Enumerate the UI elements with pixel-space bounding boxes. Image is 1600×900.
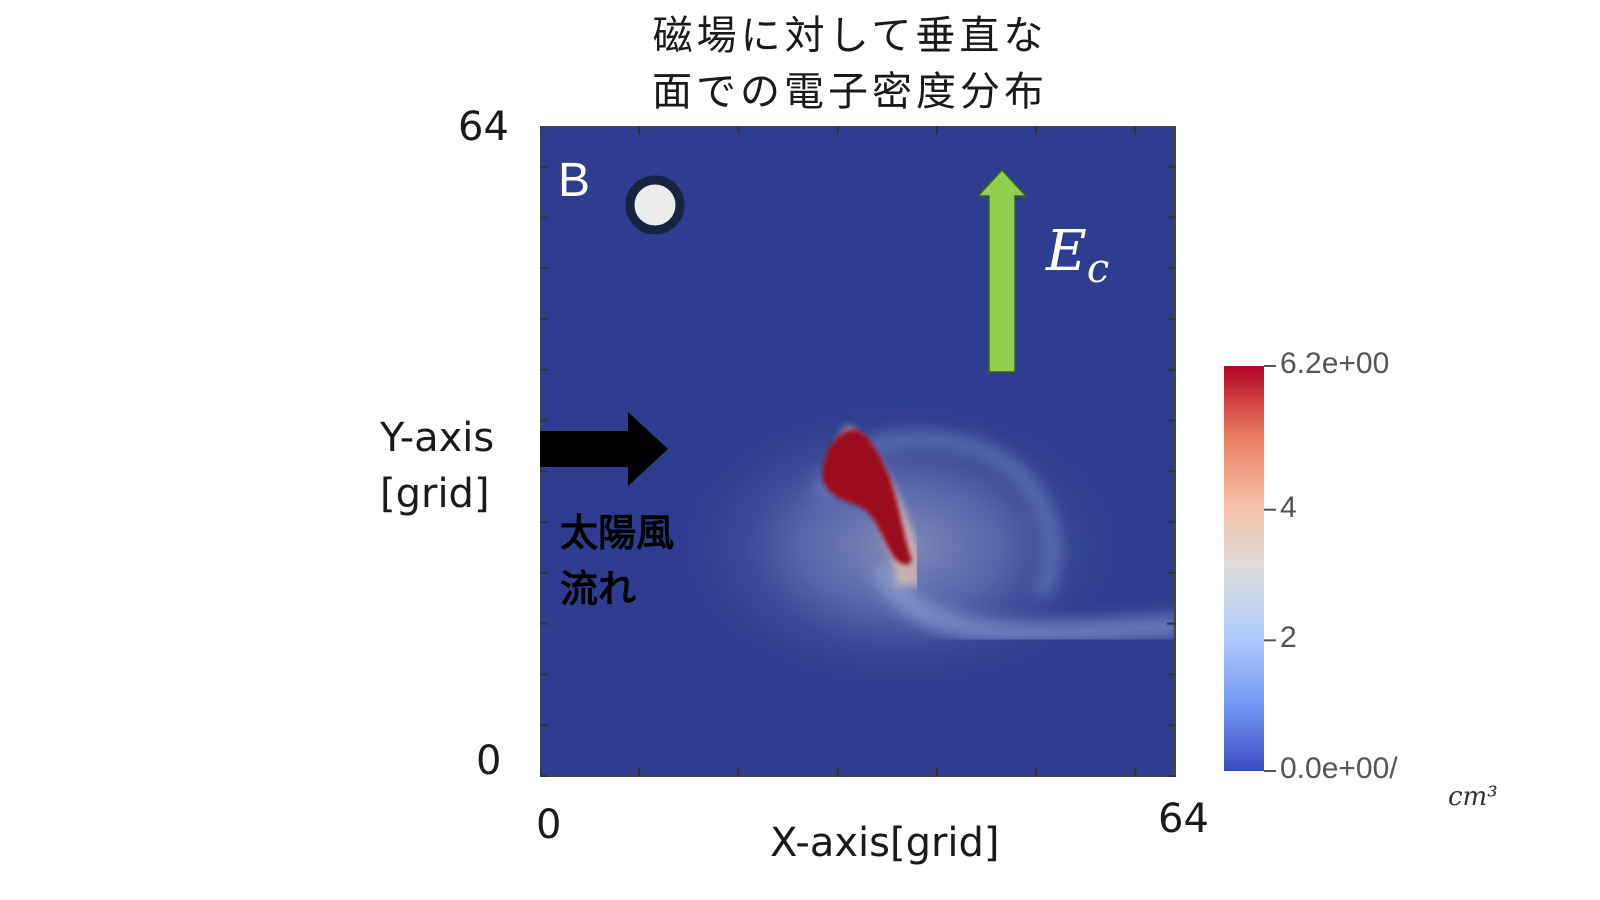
colorbar-ticks xyxy=(1264,365,1276,772)
chart-title-line-2: 面での電子密度分布 xyxy=(652,69,1048,115)
x-tick-label-left: 0 xyxy=(536,802,562,848)
density-core xyxy=(822,429,912,565)
colorbar-unit: cm³ xyxy=(1448,782,1498,812)
solar-wind-arrow-icon xyxy=(540,412,668,486)
electric-field-subscript: c xyxy=(1087,246,1109,292)
density-tail xyxy=(870,560,1175,644)
electric-field-symbol: E xyxy=(1045,219,1087,284)
solar-wind-label-line-2: 流れ xyxy=(560,567,637,611)
y-axis-label: Y-axis [grid] xyxy=(380,410,494,522)
y-tick-label-bottom: 0 xyxy=(476,738,502,784)
solar-wind-label: 太陽風 流れ xyxy=(560,505,674,617)
b-field-out-of-plane-icon xyxy=(625,175,685,235)
y-axis-label-line-2: [grid] xyxy=(380,471,490,517)
electric-field-arrow-icon xyxy=(976,168,1028,373)
colorbar-tick-label: 0.0e+00/ xyxy=(1280,752,1398,785)
density-field xyxy=(670,396,1175,696)
colorbar-scale xyxy=(1224,366,1264,771)
solar-wind-label-line-1: 太陽風 xyxy=(560,511,675,555)
electric-field-label: Ec xyxy=(1045,219,1109,292)
x-tick-label-right: 64 xyxy=(1158,796,1209,842)
b-field-label: B xyxy=(558,154,590,207)
plot-frame xyxy=(540,126,1176,777)
heatmap-plot: B Ec xyxy=(540,126,1276,777)
y-axis-label-line-1: Y-axis xyxy=(380,415,495,461)
y-tick-label-top: 64 xyxy=(458,104,509,150)
chart-title-line-1: 磁場に対して垂直な xyxy=(652,13,1048,59)
x-axis-label: X-axis[grid] xyxy=(770,820,1000,866)
colorbar-tick-label: 2 xyxy=(1280,621,1297,655)
colorbar-tick-label: 4 xyxy=(1280,490,1297,524)
axis-ticks xyxy=(540,126,1175,777)
colorbar-tick-label: 6.2e+00 xyxy=(1280,347,1390,380)
